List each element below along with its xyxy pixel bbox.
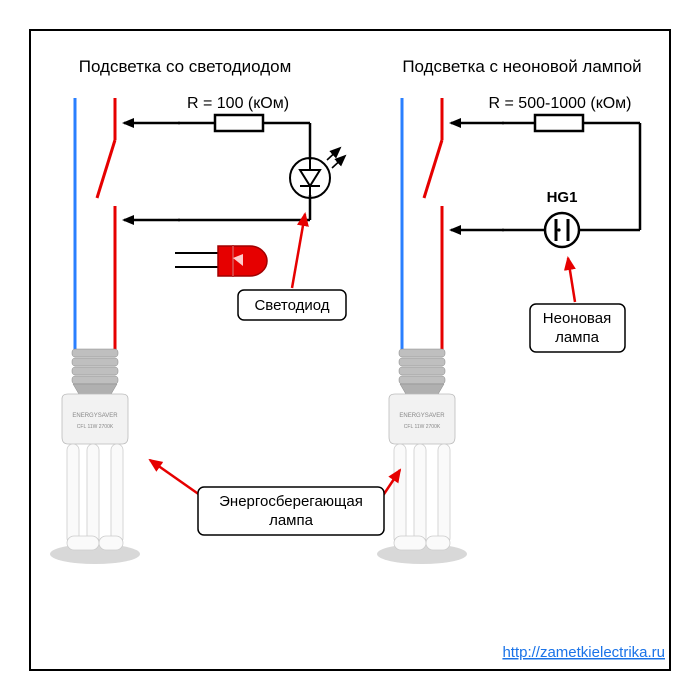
resistor-label-left: R = 100 (кОм): [187, 95, 289, 112]
neon-lamp-symbol: HG1: [534, 189, 590, 248]
left-title: Подсветка со светодиодом: [79, 57, 292, 76]
led-pictorial: [175, 246, 267, 276]
right-title: Подсветка с неоновой лампой: [402, 57, 641, 76]
led-symbol: [290, 148, 345, 198]
lamp-label-group: Энергосберегающая лампа: [150, 460, 400, 535]
resistor-left: R = 100 (кОм): [187, 95, 289, 131]
source-url[interactable]: http://zametkielectrika.ru: [502, 644, 665, 661]
led-label: Светодиод: [254, 297, 329, 314]
lamp-label-l1: Энергосберегающая: [219, 493, 363, 510]
cfl-bulb-right: [377, 349, 467, 564]
neon-label-l1: Неоновая: [543, 310, 611, 327]
neon-ref: HG1: [547, 189, 578, 206]
neon-label-l2: лампа: [555, 329, 600, 346]
resistor-right: R = 500-1000 (кОм): [489, 95, 632, 131]
resistor-label-right: R = 500-1000 (кОм): [489, 95, 632, 112]
lamp-label-l2: лампа: [269, 512, 314, 529]
right-diagram: Подсветка с неоновой лампой R = 500-1000…: [377, 57, 642, 564]
cfl-bulb-left: [50, 349, 140, 564]
